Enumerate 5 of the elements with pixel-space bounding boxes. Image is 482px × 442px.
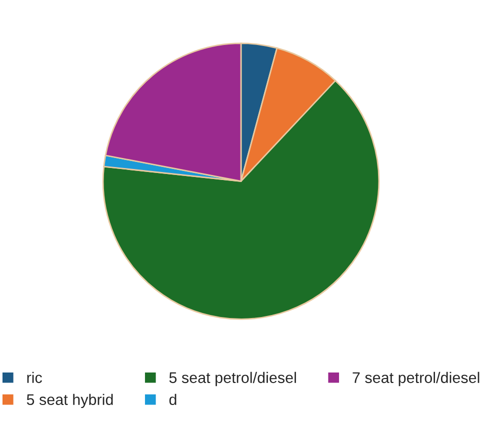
legend-label: d — [169, 394, 176, 406]
legend-label: 7 seat petrol/diesel — [352, 372, 480, 386]
legend-label: ric — [27, 372, 42, 384]
legend-label: 5 seat hybrid — [26, 394, 113, 408]
legend-label: 5 seat petrol/diesel — [169, 372, 296, 386]
